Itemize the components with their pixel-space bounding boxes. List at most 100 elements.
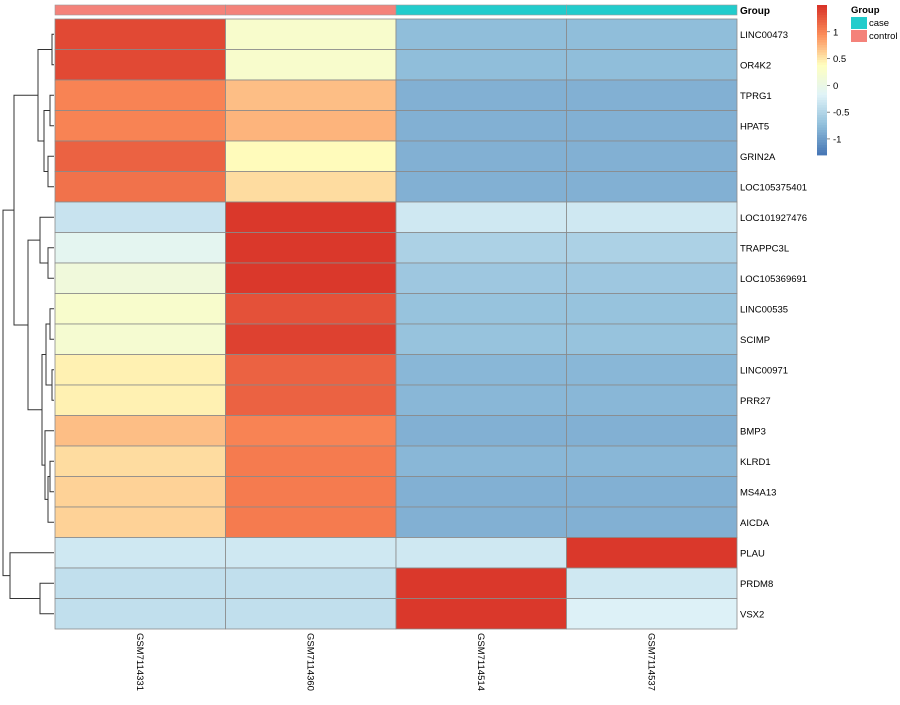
colorbar-swatch (817, 117, 827, 121)
heatmap-cell (395, 354, 567, 386)
colorbar-swatch (817, 65, 827, 68)
colorbar-swatch (817, 60, 827, 63)
heatmap-cell (54, 140, 226, 172)
row-labels: LINC00473 OR4K2 TPRG1 HPAT5 GRIN2A LOC1053754… (740, 30, 807, 621)
heatmap-cell (395, 201, 567, 233)
dendrogram-link (43, 110, 50, 172)
colorbar-swatch (817, 52, 827, 56)
heatmap-cell (225, 598, 397, 630)
colorbar-swatch (817, 82, 827, 86)
group-legend-swatch (851, 17, 867, 29)
colorbar-swatch (817, 70, 827, 73)
heatmap-cell (566, 445, 738, 477)
colorbar-swatch (817, 110, 827, 113)
heatmap-cell (395, 537, 567, 569)
heatmap-cell (54, 79, 226, 111)
heatmap-cell (395, 476, 567, 508)
colorbar-swatch (817, 37, 827, 41)
group-legend: Group case control (851, 5, 898, 42)
colorbar-swatch (817, 50, 827, 53)
annotation-cell-case (566, 4, 738, 16)
row-label: AICDA (740, 518, 770, 529)
heatmap-cell (566, 384, 738, 416)
row-label: LOC105369691 (740, 274, 807, 285)
dendrogram-link (13, 94, 38, 326)
heatmap-cell (395, 49, 567, 81)
colorbar-swatch (817, 152, 827, 156)
colorbar-swatch (817, 20, 827, 23)
dendrogram-link (49, 308, 54, 340)
heatmap-cell (395, 293, 567, 325)
heatmap-cell (225, 567, 397, 599)
heatmap-cell (395, 171, 567, 203)
dendrogram-link (47, 476, 54, 523)
heatmap-cell (566, 79, 738, 111)
colorbar-swatch (817, 127, 827, 131)
colorbar-swatch (817, 10, 827, 13)
heatmap-cell (225, 232, 397, 264)
colorbar-swatch (817, 7, 827, 11)
heatmap-cell (566, 506, 738, 538)
row-label: PLAU (740, 548, 765, 559)
row-label: LOC105375401 (740, 182, 807, 193)
heatmap-cell (225, 79, 397, 111)
heatmap-cell (395, 262, 567, 294)
dendrogram-link (45, 323, 52, 386)
heatmap-cell (225, 415, 397, 447)
heatmap-cell (225, 476, 397, 508)
heatmap-cell (225, 384, 397, 416)
heatmap-cell (395, 415, 567, 447)
column-label: GSM7114514 (475, 633, 486, 691)
colorbar-swatch (817, 5, 827, 8)
colorbar-swatch (817, 45, 827, 48)
heatmap-cell (54, 354, 226, 386)
colorbar-swatch (817, 35, 827, 38)
group-legend-swatch (851, 30, 867, 42)
heatmap-cell (566, 323, 738, 355)
heatmap-cell (54, 293, 226, 325)
heatmap-cell (54, 262, 226, 294)
dendrogram-link (51, 33, 54, 66)
heatmap-cell (566, 476, 738, 508)
colorbar-swatch (817, 100, 827, 103)
row-label: SCIMP (740, 335, 770, 346)
heatmap-cell (225, 171, 397, 203)
column-labels: GSM7114331 GSM7114360 GSM7114514 GSM7114537 (134, 633, 657, 691)
heatmap-cell (395, 323, 567, 355)
column-label: GSM7114537 (645, 633, 656, 691)
colorbar-swatch (817, 15, 827, 18)
heatmap-cell (395, 506, 567, 538)
row-label: LINC00971 (740, 365, 788, 376)
column-annotation-bar (54, 4, 738, 16)
colorbar-swatch (817, 125, 827, 128)
heatmap-cell (225, 537, 397, 569)
dendrogram-link (2, 209, 14, 577)
colorbar-swatch (817, 57, 827, 61)
heatmap-cell (566, 201, 738, 233)
colorbar-swatch (817, 17, 827, 21)
heatmap-cell (54, 323, 226, 355)
heatmap-cell (225, 18, 397, 50)
heatmap-cell (225, 293, 397, 325)
colorbar-swatch (817, 12, 827, 16)
row-label: BMP3 (740, 426, 766, 437)
heatmap-cell (54, 537, 226, 569)
heatmap-cell (566, 293, 738, 325)
colorbar-swatch (817, 145, 827, 148)
heatmap-cell (566, 537, 738, 569)
colorbar-swatch (817, 27, 827, 31)
column-label: GSM7114331 (134, 633, 145, 691)
heatmap-cell (395, 18, 567, 50)
heatmap-cells (54, 18, 738, 630)
heatmap-cell (395, 140, 567, 172)
colorbar-swatch (817, 85, 827, 88)
group-legend-title: Group (851, 5, 880, 16)
group-legend-label: control (869, 31, 898, 42)
heatmap-cell (54, 506, 226, 538)
colorbar-swatch (817, 55, 827, 58)
colorbar-swatch (817, 40, 827, 43)
row-dendrogram (2, 33, 54, 615)
row-label: PRR27 (740, 396, 771, 407)
heatmap-cell (54, 598, 226, 630)
colorbar-swatch (817, 147, 827, 151)
